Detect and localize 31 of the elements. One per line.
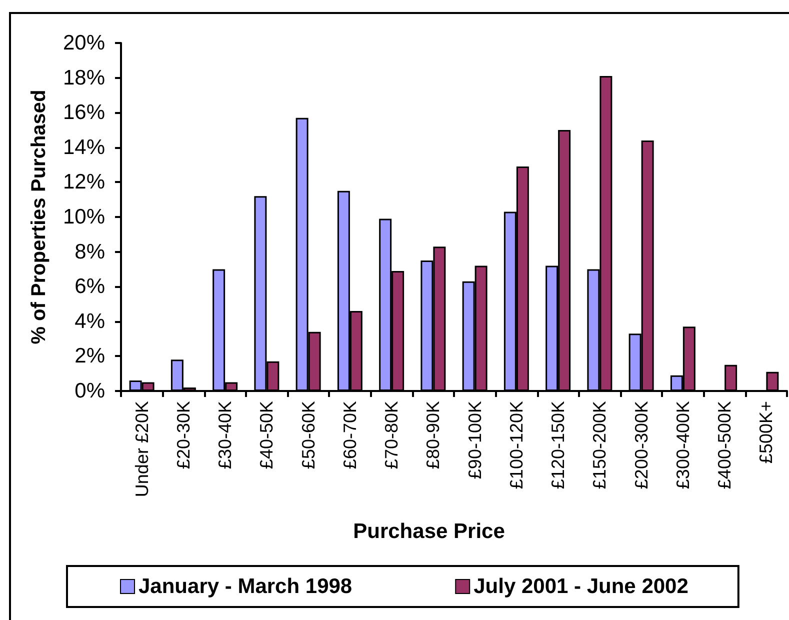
x-tick-label: £90-100K [464, 401, 485, 480]
x-tick-label: Under £20K [132, 401, 152, 498]
x-tick-label: £70-80K [382, 401, 402, 470]
y-tick-label: 16% [62, 101, 105, 124]
x-tick-label: £200-300K [631, 401, 652, 490]
y-tick-label: 6% [74, 275, 105, 298]
y-tick-label: 12% [62, 170, 105, 194]
x-tick-label: £30-40K [215, 401, 236, 470]
x-tick-label: £60-70K [340, 401, 360, 470]
y-tick-label: 2% [74, 344, 105, 368]
x-tick-label: £80-90K [423, 401, 444, 470]
legend-label: July 2001 - June 2002 [474, 575, 688, 598]
y-tick-label: 18% [62, 66, 105, 90]
y-tick-label: 4% [74, 310, 105, 333]
x-axis-title: Purchase Price [353, 520, 505, 543]
x-tick-label: £300-400K [672, 401, 693, 490]
x-tick-label: £400-500K [714, 401, 735, 490]
x-tick-label: £100-120K [506, 401, 526, 490]
x-tick-label: £20-30K [173, 401, 194, 470]
x-tick-label: £150-200K [590, 401, 610, 490]
y-tick-label: 8% [74, 240, 105, 264]
x-tick-label: £500K+ [756, 401, 776, 464]
legend-label: January - March 1998 [138, 575, 352, 598]
y-tick-label: 20% [62, 32, 105, 54]
x-tick-label: £40-50K [256, 401, 277, 470]
x-tick-label: £50-60K [298, 401, 318, 470]
y-tick-label: 10% [62, 206, 105, 228]
y-tick-label: 0% [74, 380, 105, 402]
y-axis-title: % of Properties Purchased [28, 90, 50, 344]
x-tick-label: £120-150K [548, 401, 568, 490]
y-tick-label: 14% [62, 136, 105, 159]
